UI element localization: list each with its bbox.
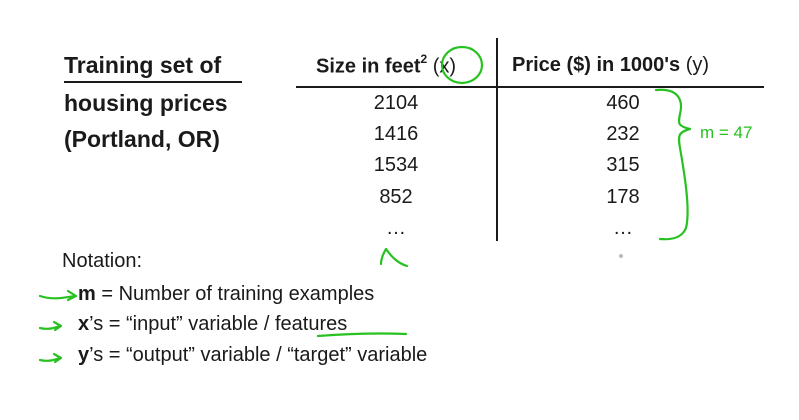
table-cell-x: 852 <box>379 186 413 208</box>
notation-symbol: m <box>78 283 96 305</box>
table-cell-x: 2104 <box>373 92 419 114</box>
notation-text: = Number of training examples <box>95 283 375 305</box>
table-cell-y: 178 <box>606 186 640 208</box>
table-cell-x: 1416 <box>373 123 419 145</box>
table-cell-y: 460 <box>606 92 640 114</box>
title-line-3: (Portland, OR) <box>64 126 220 152</box>
table-cell-x: 1534 <box>373 154 419 176</box>
x-header-var: (x) <box>432 55 457 78</box>
notation-suffix: ’s <box>89 313 104 335</box>
notation-text: = “input” variable / features <box>103 313 348 335</box>
y-column-header: Price ($) in 1000's (y) <box>512 54 709 77</box>
table-header-divider <box>296 86 764 88</box>
table-column-divider <box>496 38 498 241</box>
x-header-superscript: 2 <box>420 52 428 66</box>
notation-item-y: y’s = “output” variable / “target” varia… <box>78 344 427 367</box>
table-cell-x: … <box>386 217 406 239</box>
arrow-y-icon <box>38 352 63 364</box>
notation-symbol: x <box>78 313 90 335</box>
arrow-m-icon <box>38 289 78 302</box>
title-underline <box>64 81 242 83</box>
notation-symbol: y <box>78 344 90 366</box>
x-header-label: Size in feet <box>316 55 421 78</box>
notation-heading: Notation: <box>62 250 143 272</box>
x-column-mark-annotation <box>379 247 409 268</box>
cursor-dot <box>619 254 623 258</box>
table-cell-y: 232 <box>606 123 640 145</box>
y-header-label: Price ($) in 1000's <box>512 54 681 76</box>
notation-item-m: m = Number of training examples <box>78 283 374 306</box>
y-header-var: (y) <box>685 54 710 76</box>
table-cell-y: 315 <box>606 154 640 176</box>
title-line-1: Training set of <box>64 52 222 78</box>
arrow-x-icon <box>38 320 63 332</box>
notation-suffix: ’s <box>89 344 104 366</box>
x-column-header: Size in feet2 (x) <box>316 52 457 79</box>
m-count-annotation: m = 47 <box>700 123 752 142</box>
notation-text: = “output” variable / “target” variable <box>103 344 428 366</box>
title-line-2: housing prices <box>64 90 228 116</box>
table-cell-y: … <box>613 217 633 239</box>
notation-item-x: x’s = “input” variable / features <box>78 313 347 336</box>
